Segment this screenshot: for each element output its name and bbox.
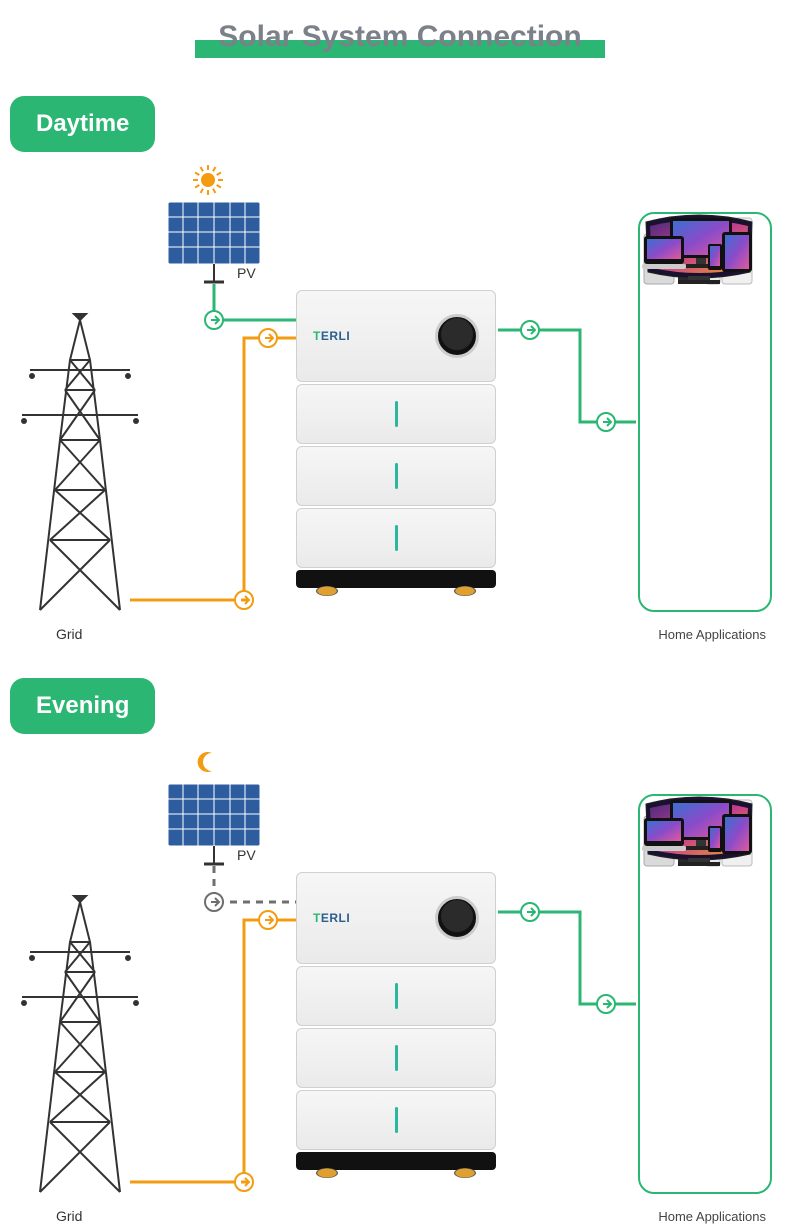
home-applications-box [638, 794, 772, 1194]
page-title-block: Solar System Connection [0, 0, 800, 68]
pv-label: PV [237, 265, 256, 281]
grid-label: Grid [56, 626, 82, 642]
home-apps-label: Home Applications [658, 627, 766, 642]
brand-label: TERLI [313, 329, 350, 343]
battery-storage-icon: TERLI [296, 872, 496, 1178]
battery-storage-icon: TERLI [296, 290, 496, 596]
grid-tower-icon [22, 314, 138, 610]
home-apps-label: Home Applications [658, 1209, 766, 1224]
gauge-icon [435, 314, 479, 358]
brand-label: TERLI [313, 911, 350, 925]
pv-label: PV [237, 847, 256, 863]
diagram-scene: TERLI [0, 160, 800, 650]
section-tag: Daytime [10, 96, 155, 152]
diagram-scene: TERLI [0, 742, 800, 1232]
home-applications-box [638, 212, 772, 612]
gauge-icon [435, 896, 479, 940]
page-title: Solar System Connection [0, 20, 800, 54]
grid-label: Grid [56, 1208, 82, 1224]
section-tag: Evening [10, 678, 155, 734]
grid-tower-icon [22, 896, 138, 1192]
